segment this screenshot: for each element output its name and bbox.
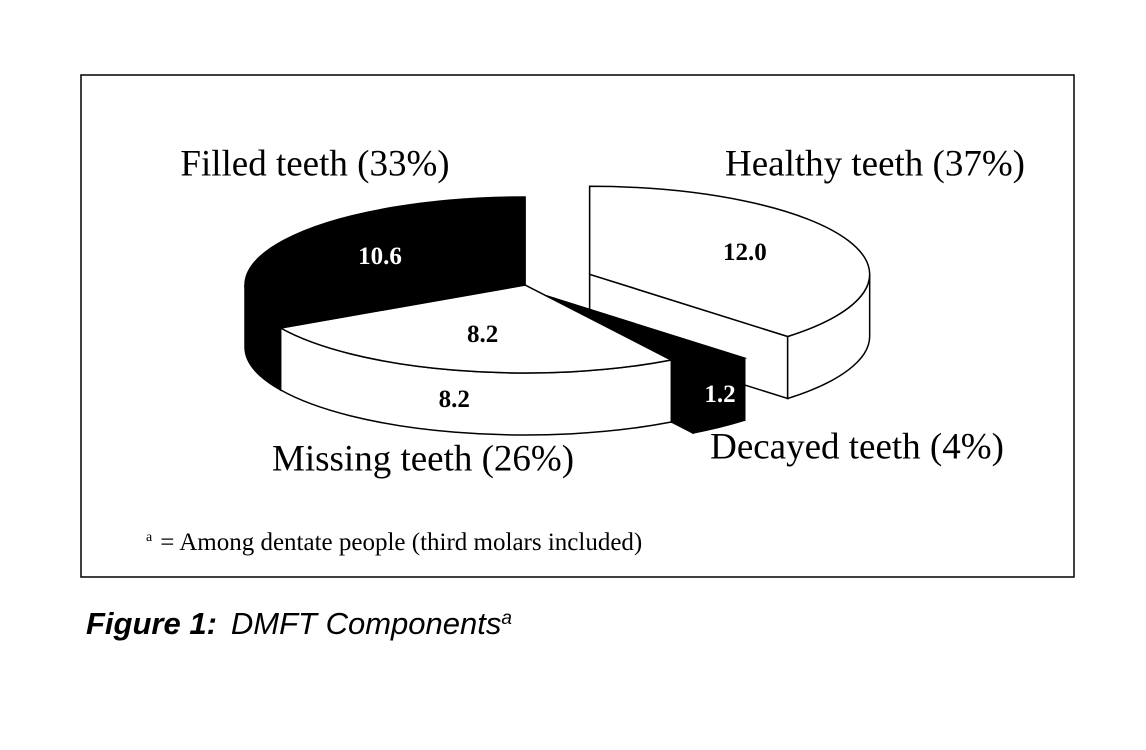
caption: Figure 1: DMFT Componentsa (86, 606, 512, 641)
slice-top (546, 295, 748, 372)
caption-label: Figure 1: (86, 606, 217, 641)
category-label: Healthy teeth (37%) (725, 143, 1025, 184)
pie: 12.0 Healthy teeth (37%) 1.2 Decayed teeth … (180, 143, 1025, 479)
value-label: 8.2 (467, 321, 498, 348)
value-label: 12.0 (723, 239, 767, 266)
footnote-marker: a (146, 530, 153, 545)
value-label: 10.6 (358, 243, 402, 270)
slice-top (588, 185, 871, 338)
category-label: Filled teeth (33%) (180, 143, 449, 184)
slice-top (244, 196, 526, 329)
caption-text: DMFT Components (231, 606, 501, 641)
category-label: Decayed teeth (4%) (710, 426, 1004, 467)
caption-superscript: a (501, 608, 512, 629)
frame (80, 74, 1075, 578)
value-label: 1.2 (704, 381, 735, 408)
category-label: Missing teeth (26%) (272, 438, 574, 479)
value-label: 8.2 (439, 386, 470, 413)
footnote: a = Among dentate people (third molars in… (146, 529, 642, 556)
slice-top (278, 284, 674, 374)
footnote-text: = Among dentate people (third molars inc… (160, 529, 642, 556)
